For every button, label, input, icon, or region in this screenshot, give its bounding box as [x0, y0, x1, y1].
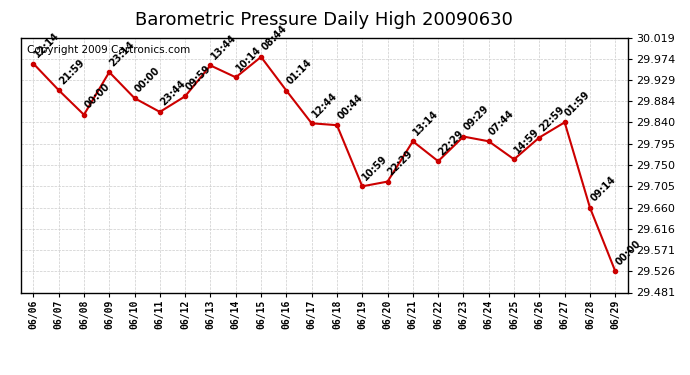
- Text: Copyright 2009 Cartronics.com: Copyright 2009 Cartronics.com: [27, 45, 190, 55]
- Text: 12:44: 12:44: [310, 90, 339, 119]
- Text: 07:44: 07:44: [487, 108, 516, 137]
- Text: 23:14: 23:14: [108, 39, 137, 68]
- Text: 21:59: 21:59: [57, 57, 86, 86]
- Text: 01:59: 01:59: [563, 89, 592, 118]
- Text: 13:14: 13:14: [411, 108, 440, 137]
- Text: 09:14: 09:14: [589, 174, 618, 204]
- Text: 10:14: 10:14: [234, 44, 263, 73]
- Text: Barometric Pressure Daily High 20090630: Barometric Pressure Daily High 20090630: [135, 11, 513, 29]
- Text: 12:14: 12:14: [32, 30, 61, 59]
- Text: 13:44: 13:44: [209, 32, 238, 61]
- Text: 00:00: 00:00: [133, 65, 162, 94]
- Text: 00:44: 00:44: [335, 92, 364, 121]
- Text: 23:44: 23:44: [158, 79, 187, 108]
- Text: 00:00: 00:00: [613, 238, 642, 267]
- Text: 10:59: 10:59: [361, 153, 390, 182]
- Text: 22:29: 22:29: [386, 148, 415, 177]
- Text: 22:29: 22:29: [437, 128, 466, 157]
- Text: 00:00: 00:00: [82, 82, 111, 111]
- Text: 09:29: 09:29: [462, 104, 491, 132]
- Text: 14:59: 14:59: [513, 126, 542, 155]
- Text: 01:14: 01:14: [285, 57, 314, 86]
- Text: 08:44: 08:44: [259, 24, 288, 53]
- Text: 09:59: 09:59: [184, 63, 213, 92]
- Text: 22:59: 22:59: [538, 104, 566, 134]
